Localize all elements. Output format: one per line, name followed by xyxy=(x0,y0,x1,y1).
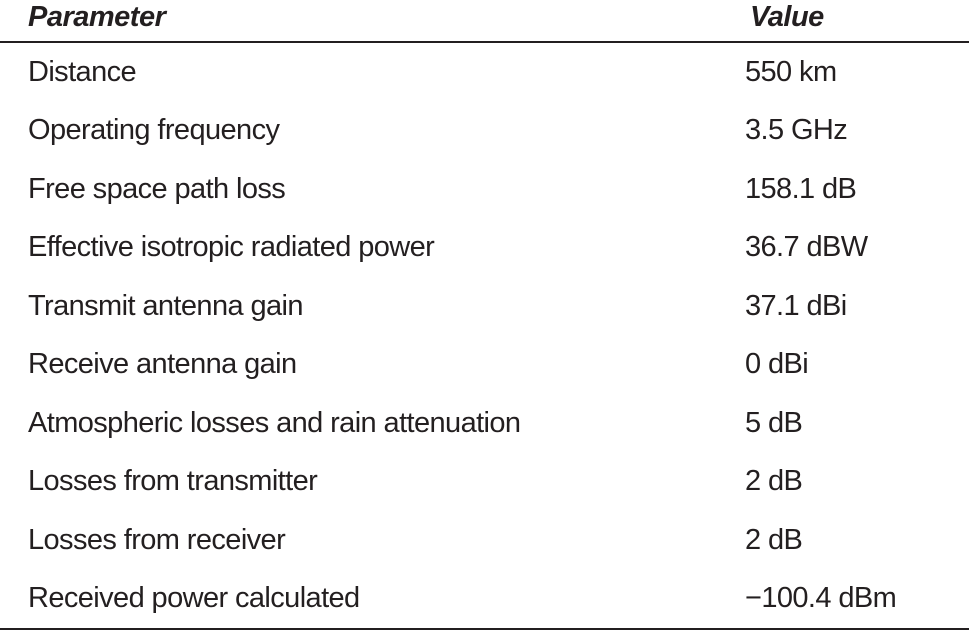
value-cell: 2 dB xyxy=(745,465,803,498)
parameter-cell: Losses from receiver xyxy=(28,523,286,556)
table-row: Losses from transmitter 2 dB xyxy=(0,453,969,512)
value-cell: −100.4 dBm xyxy=(745,582,897,615)
parameter-cell: Effective isotropic radiated power xyxy=(28,231,435,264)
table-row: Distance 550 km xyxy=(0,43,969,102)
parameter-cell: Distance xyxy=(28,55,137,88)
parameter-cell: Received power calculated xyxy=(28,582,360,615)
column-header-parameter: Parameter xyxy=(28,1,166,33)
parameter-cell: Receive antenna gain xyxy=(28,348,297,381)
parameter-cell: Losses from transmitter xyxy=(28,465,318,498)
value-cell: 158.1 dB xyxy=(745,172,857,205)
table-row: Operating frequency 3.5 GHz xyxy=(0,102,969,161)
value-cell: 550 km xyxy=(745,55,837,88)
value-cell: 3.5 GHz xyxy=(745,114,848,147)
table-row: Effective isotropic radiated power 36.7 … xyxy=(0,219,969,278)
column-header-value: Value xyxy=(750,1,824,33)
table-header-row: Parameter Value xyxy=(0,0,969,43)
table-row: Free space path loss 158.1 dB xyxy=(0,160,969,219)
table-row: Losses from receiver 2 dB xyxy=(0,511,969,570)
table-row: Receive antenna gain 0 dBi xyxy=(0,336,969,395)
parameter-cell: Operating frequency xyxy=(28,114,280,147)
parameter-cell: Atmospheric losses and rain attenuation xyxy=(28,406,521,439)
value-cell: 36.7 dBW xyxy=(745,231,868,264)
table-row: Atmospheric losses and rain attenuation … xyxy=(0,394,969,453)
value-cell: 5 dB xyxy=(745,406,803,439)
value-cell: 2 dB xyxy=(745,523,803,556)
value-cell: 37.1 dBi xyxy=(745,289,847,322)
table-row: Transmit antenna gain 37.1 dBi xyxy=(0,277,969,336)
table-row: Received power calculated −100.4 dBm xyxy=(0,570,969,629)
value-cell: 0 dBi xyxy=(745,348,809,381)
parameter-cell: Transmit antenna gain xyxy=(28,289,303,322)
table-body: Distance 550 km Operating frequency 3.5 … xyxy=(0,43,969,630)
parameter-cell: Free space path loss xyxy=(28,172,286,205)
